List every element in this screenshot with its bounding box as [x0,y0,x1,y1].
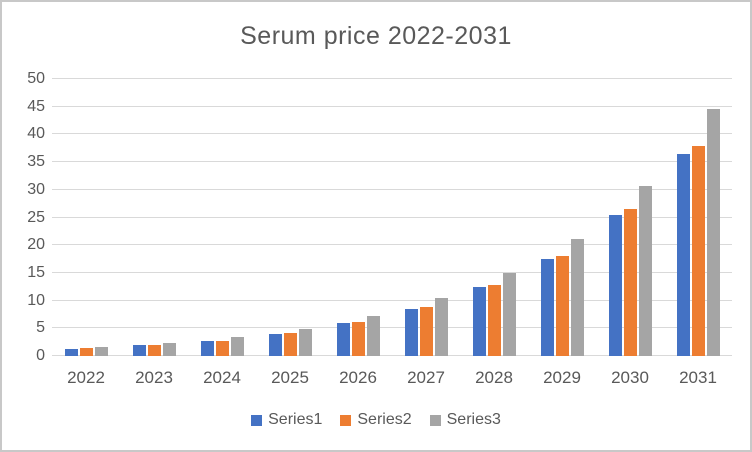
y-tick-label: 0 [36,347,45,364]
gridline [52,78,732,79]
x-tick-label: 2031 [679,368,717,387]
bar-series3-2031[interactable] [706,109,720,356]
y-tick-label: 15 [27,263,45,281]
bar-series2-2026[interactable] [351,322,365,356]
x-tick-label: 2024 [203,368,241,387]
y-tick-label: 45 [27,97,45,115]
gridline [52,216,732,218]
y-tick-label: 30 [27,180,45,198]
bar-series1-2031[interactable] [676,154,690,356]
gridline [52,161,732,163]
bar-series1-2023[interactable] [132,344,146,356]
gridline [52,271,732,273]
y-tick-label: 50 [27,70,45,87]
gridline [52,244,732,246]
y-tick-label: 20 [27,236,45,254]
y-tick-label: 25 [27,208,45,226]
bar-series1-2025[interactable] [268,333,282,356]
x-tick-label: 2027 [407,368,445,387]
bar-series1-2029[interactable] [540,258,554,356]
bar-series3-2027[interactable] [434,297,448,356]
bar-series1-2030[interactable] [608,214,622,356]
x-tick-label: 2030 [611,368,649,387]
legend-label: Series3 [446,411,501,428]
gridline [52,355,732,356]
bar-series3-2029[interactable] [570,238,584,356]
bar-series2-2031[interactable] [691,146,705,356]
plot-area [52,78,732,356]
legend-swatch-icon [340,414,352,426]
gridline [52,299,732,301]
legend-item-series2[interactable]: Series2 [340,411,412,429]
bar-series3-2024[interactable] [230,337,244,356]
legend-label: Series2 [357,411,412,428]
bar-series1-2024[interactable] [200,341,214,356]
bar-series3-2022[interactable] [94,346,108,356]
bar-series3-2026[interactable] [366,316,380,356]
bar-series2-2028[interactable] [487,285,501,356]
y-tick-label: 5 [36,319,45,337]
bar-series3-2028[interactable] [502,273,516,356]
gridline [52,327,732,329]
x-tick-label: 2025 [271,368,309,387]
y-tick-label: 10 [27,291,45,309]
bar-series1-2026[interactable] [336,322,350,356]
x-tick-label: 2029 [543,368,581,387]
bar-series3-2025[interactable] [298,328,312,356]
y-tick-label: 35 [27,153,45,171]
y-tick-label: 40 [27,125,45,143]
bar-series2-2024[interactable] [215,341,229,356]
x-tick-label: 2023 [135,368,173,387]
legend-swatch-icon [251,414,263,426]
bar-series2-2030[interactable] [623,209,637,356]
bar-series1-2027[interactable] [404,309,418,356]
bar-series3-2030[interactable] [638,186,652,356]
bar-series2-2023[interactable] [147,344,161,356]
legend-swatch-icon [429,414,441,426]
bar-series1-2022[interactable] [64,348,78,356]
chart-title: Serum price 2022-2031 [240,22,512,50]
bar-series2-2027[interactable] [419,307,433,356]
x-tick-label: 2026 [339,368,377,387]
legend-item-series1[interactable]: Series1 [251,411,322,429]
bar-series2-2022[interactable] [79,347,93,356]
gridline [52,133,732,135]
bar-series2-2029[interactable] [555,255,569,356]
bar-series2-2025[interactable] [283,333,297,356]
legend: Series1 Series2 Series3 [2,411,750,429]
gridline [52,105,732,107]
bar-series1-2028[interactable] [472,287,486,356]
x-tick-label: 2028 [475,368,513,387]
bar-series3-2023[interactable] [162,342,176,356]
legend-item-series3[interactable]: Series3 [429,411,501,429]
legend-label: Series1 [268,411,323,428]
x-tick-label: 2022 [67,368,105,387]
gridline [52,188,732,190]
